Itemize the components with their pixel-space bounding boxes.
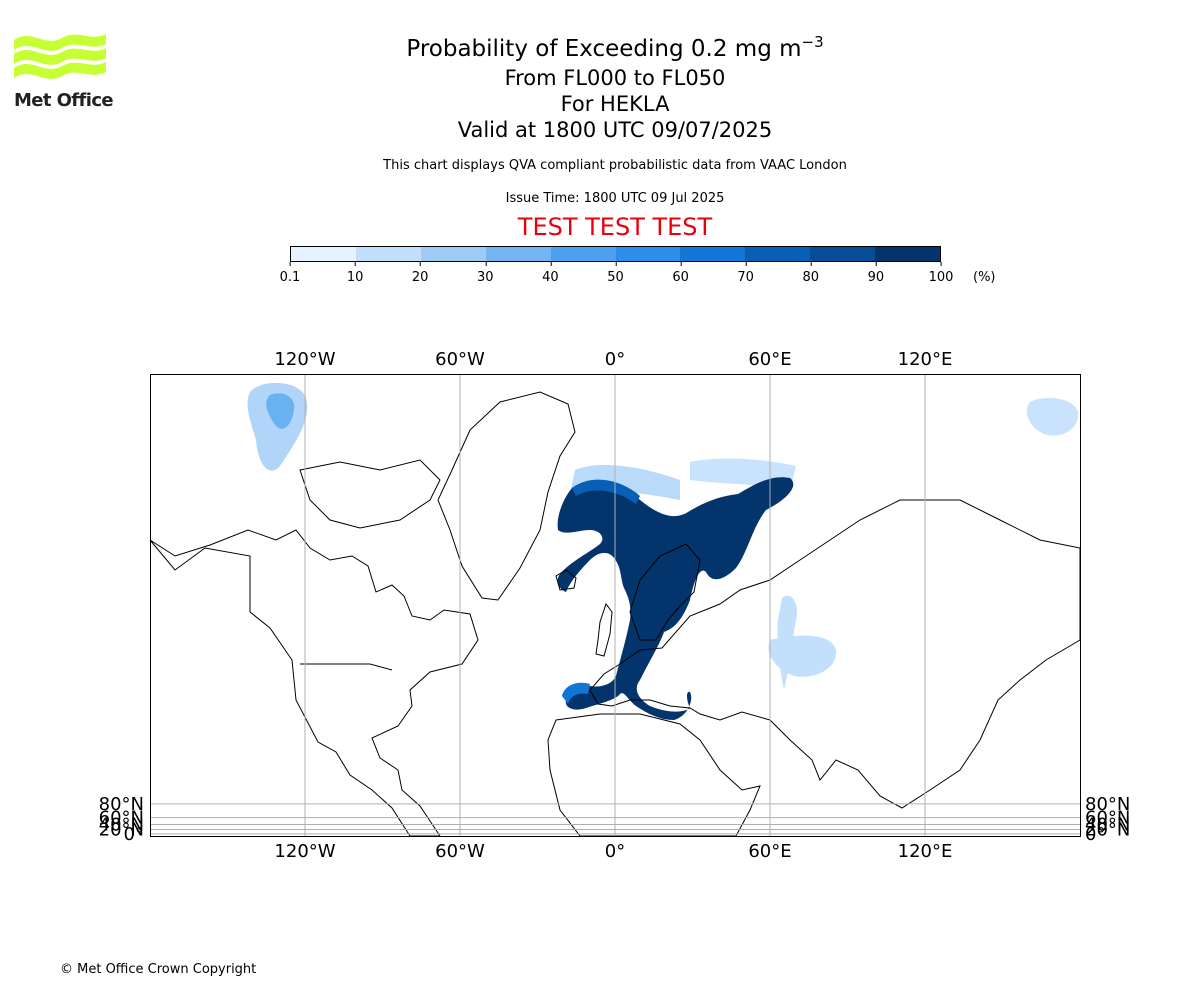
longitude-label: 120°E [898,841,953,862]
colorbar-tick-label: 10 [347,262,363,285]
colorbar-tick-label: 100 [929,262,953,285]
us-canada-border [300,663,393,671]
axis-labels: 120°W 120°W 60°W 60°W 0° 0° 60°E 60°E 120°E 120°E… [99,349,1131,862]
longitude-label: 120°W [274,349,335,370]
longitude-label: 120°E [898,349,953,370]
colorbar-ticks: 0.1 10 20 30 40 50 60 70 80 90 100 [280,262,953,285]
latitude-label-left: 20°N [99,819,144,840]
colorbar-tick-label: 20 [412,262,428,285]
disclaimer-text: This chart displays QVA compliant probab… [383,158,847,173]
latitude-label-right: 80°N [1085,794,1130,815]
faint-patch-nw-core [266,393,295,429]
latitude-label-right: 40°N [1085,814,1130,835]
volcano-name: For HEKLA [560,92,670,116]
colorbar-segment [875,247,941,261]
faint-patch-central-asia [768,635,837,677]
colorbar-segment [550,247,616,261]
longitude-label: 0° [605,349,625,370]
arctic-islands [299,459,441,529]
colorbar-segment [680,247,746,261]
latitude-label-right: 60°N [1085,808,1130,829]
ash-plume-layer [247,382,1079,720]
latitude-label-left: 40°N [99,814,144,835]
colorbar-segment [615,247,681,261]
met-office-waves-icon [14,34,106,79]
iceland-coast [555,569,577,591]
colorbar-tick-label: 0.1 [280,262,300,285]
colorbar-segment [485,247,551,261]
copyright-footer: © Met Office Crown Copyright [60,962,257,977]
coastlines-layer [149,391,1081,837]
title-superscript: −3 [801,33,824,51]
colorbar-tick-label: 40 [542,262,559,285]
met-office-logo: Met Office [14,30,114,112]
colorbar-tick-label: 80 [803,262,819,285]
chart-title-block: Probability of Exceeding 0.2 mg m−3 From… [300,26,930,143]
longitude-label: 120°W [274,841,335,862]
latitude-label-left: 0° [124,824,144,845]
scandinavia-coast [629,543,701,641]
longitude-label: 60°E [748,841,791,862]
chart-title: Probability of Exceeding 0.2 mg m−3 [300,26,930,65]
colorbar-tick-label: 60 [672,262,689,285]
plume-edge-portugal [562,682,590,704]
eurasia-coast [589,499,1081,809]
colorbar-segment [355,247,421,261]
colorbar-segment [291,247,356,261]
longitude-label: 0° [605,841,625,862]
longitude-label: 60°W [435,349,485,370]
colorbar-tick-label: 70 [737,262,754,285]
colorbar-segment [420,247,486,261]
colorbar-segment [810,247,876,261]
north-america-coast [149,529,479,837]
greenland-coast [437,391,576,601]
africa-coast [547,713,761,837]
valid-time: Valid at 1800 UTC 09/07/2025 [457,118,773,142]
faint-fringe-scand [570,465,680,500]
probability-colorbar [290,246,941,262]
colorbar-tick-label: 30 [477,262,494,285]
graticule-layer [150,374,1080,836]
test-banner: TEST TEST TEST [517,213,713,241]
uk-coast [595,602,613,657]
colorbar-tick-label: 90 [868,262,884,285]
latitude-label-left: 80°N [99,794,144,815]
longitude-label: 60°E [748,349,791,370]
latitude-label-right: 0° [1085,824,1105,845]
title-main-text: Probability of Exceeding 0.2 mg m [406,36,802,62]
faint-patch-ne [1026,397,1079,436]
longitude-label: 60°W [435,841,485,862]
met-office-logo-text: Met Office [14,90,114,111]
colorbar-tick-label: 50 [607,262,624,285]
level-range: From FL000 to FL050 [504,66,726,90]
main-plume [557,477,794,720]
colorbar-segment [745,247,811,261]
colorbar-unit: (%) [973,270,996,285]
issue-time: Issue Time: 1800 UTC 09 Jul 2025 [505,191,725,206]
latitude-label-right: 20°N [1085,819,1130,840]
latitude-label-left: 60°N [99,808,144,829]
plume-edge-north [572,479,640,504]
map-frame [150,374,1081,837]
